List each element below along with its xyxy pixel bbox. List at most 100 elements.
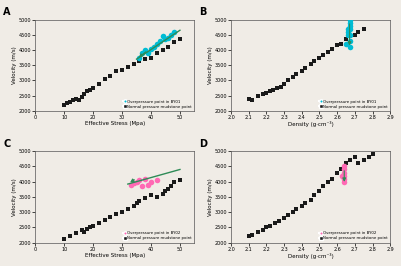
Point	[136, 178, 143, 182]
Point	[308, 62, 314, 66]
Point	[341, 176, 347, 181]
Point	[274, 86, 280, 90]
Point	[338, 167, 344, 172]
Point	[101, 77, 108, 81]
Legend: Overpressure point in BY01, Normal pressure mudstone point: Overpressure point in BY01, Normal press…	[123, 99, 192, 109]
Point	[142, 57, 148, 61]
Point	[148, 56, 154, 60]
Point	[346, 45, 353, 49]
Text: C: C	[3, 139, 10, 149]
Legend: Overpressure point in BY02, Normal pressure mudstone point: Overpressure point in BY02, Normal press…	[319, 231, 388, 240]
Point	[130, 62, 137, 66]
Point	[341, 180, 347, 184]
Point	[101, 218, 108, 222]
Point	[281, 81, 287, 86]
Legend: Overpressure point in BY02, Normal pressure mudstone point: Overpressure point in BY02, Normal press…	[123, 231, 192, 240]
Point	[275, 219, 282, 223]
Point	[339, 173, 346, 178]
Point	[290, 210, 296, 214]
Point	[113, 211, 119, 216]
Point	[142, 196, 148, 201]
Point	[171, 180, 177, 184]
Point	[325, 180, 332, 184]
Point	[284, 213, 291, 217]
Point	[341, 171, 347, 175]
Point	[156, 39, 163, 43]
Point	[334, 171, 340, 175]
Point	[87, 88, 93, 92]
Point	[346, 33, 353, 37]
Point	[165, 45, 172, 49]
Point	[142, 176, 148, 181]
Point	[130, 181, 137, 185]
Point	[96, 221, 102, 225]
Point	[311, 59, 317, 63]
Point	[341, 173, 347, 178]
Point	[346, 18, 353, 22]
Point	[263, 225, 269, 229]
Point	[61, 103, 67, 107]
Point	[73, 231, 79, 235]
Point	[165, 187, 172, 191]
Point	[316, 56, 323, 60]
Point	[341, 164, 347, 169]
Point	[128, 182, 134, 187]
Point	[139, 51, 146, 55]
Point	[366, 155, 372, 159]
Point	[107, 214, 113, 219]
Point	[136, 59, 143, 63]
Point	[136, 199, 143, 203]
Point	[299, 69, 305, 73]
Point	[346, 24, 353, 28]
Point	[344, 30, 351, 34]
Point	[67, 100, 73, 104]
Point	[133, 180, 140, 184]
Point	[334, 43, 340, 48]
X-axis label: Effective Stress (Mpa): Effective Stress (Mpa)	[85, 253, 145, 258]
Point	[316, 189, 323, 193]
Point	[254, 94, 261, 98]
Point	[249, 98, 255, 102]
Point	[159, 48, 166, 52]
Point	[320, 52, 326, 57]
Point	[87, 225, 93, 229]
Point	[84, 227, 91, 231]
Point	[344, 27, 351, 31]
Point	[346, 20, 353, 25]
Point	[260, 228, 266, 232]
Point	[302, 201, 308, 205]
Point	[329, 46, 335, 51]
Point	[245, 234, 252, 239]
Point	[84, 89, 91, 93]
Text: D: D	[199, 139, 207, 149]
Point	[81, 92, 88, 96]
Point	[139, 184, 146, 188]
Point	[267, 224, 273, 228]
Point	[70, 98, 76, 102]
Point	[168, 33, 174, 37]
Point	[254, 230, 261, 234]
Point	[125, 207, 131, 211]
Point	[320, 184, 326, 188]
Point	[249, 233, 255, 237]
Point	[125, 65, 131, 69]
Point	[67, 234, 73, 239]
Point	[136, 56, 143, 60]
Point	[177, 178, 183, 182]
X-axis label: Density (g·cm⁻³): Density (g·cm⁻³)	[288, 253, 334, 259]
Point	[355, 30, 362, 34]
Point	[293, 72, 300, 77]
Y-axis label: Velocity (m/s): Velocity (m/s)	[208, 46, 213, 84]
Point	[90, 224, 96, 228]
Point	[171, 40, 177, 44]
Point	[113, 69, 119, 73]
Point	[168, 184, 174, 188]
Point	[245, 97, 252, 101]
Point	[311, 193, 317, 197]
Point	[267, 89, 273, 93]
X-axis label: Density (g·cm⁻³): Density (g·cm⁻³)	[288, 122, 334, 127]
Point	[270, 88, 277, 92]
Point	[154, 42, 160, 46]
Legend: Overpressure point in BY01, Normal pressure mudstone point: Overpressure point in BY01, Normal press…	[319, 99, 388, 109]
Point	[290, 75, 296, 80]
